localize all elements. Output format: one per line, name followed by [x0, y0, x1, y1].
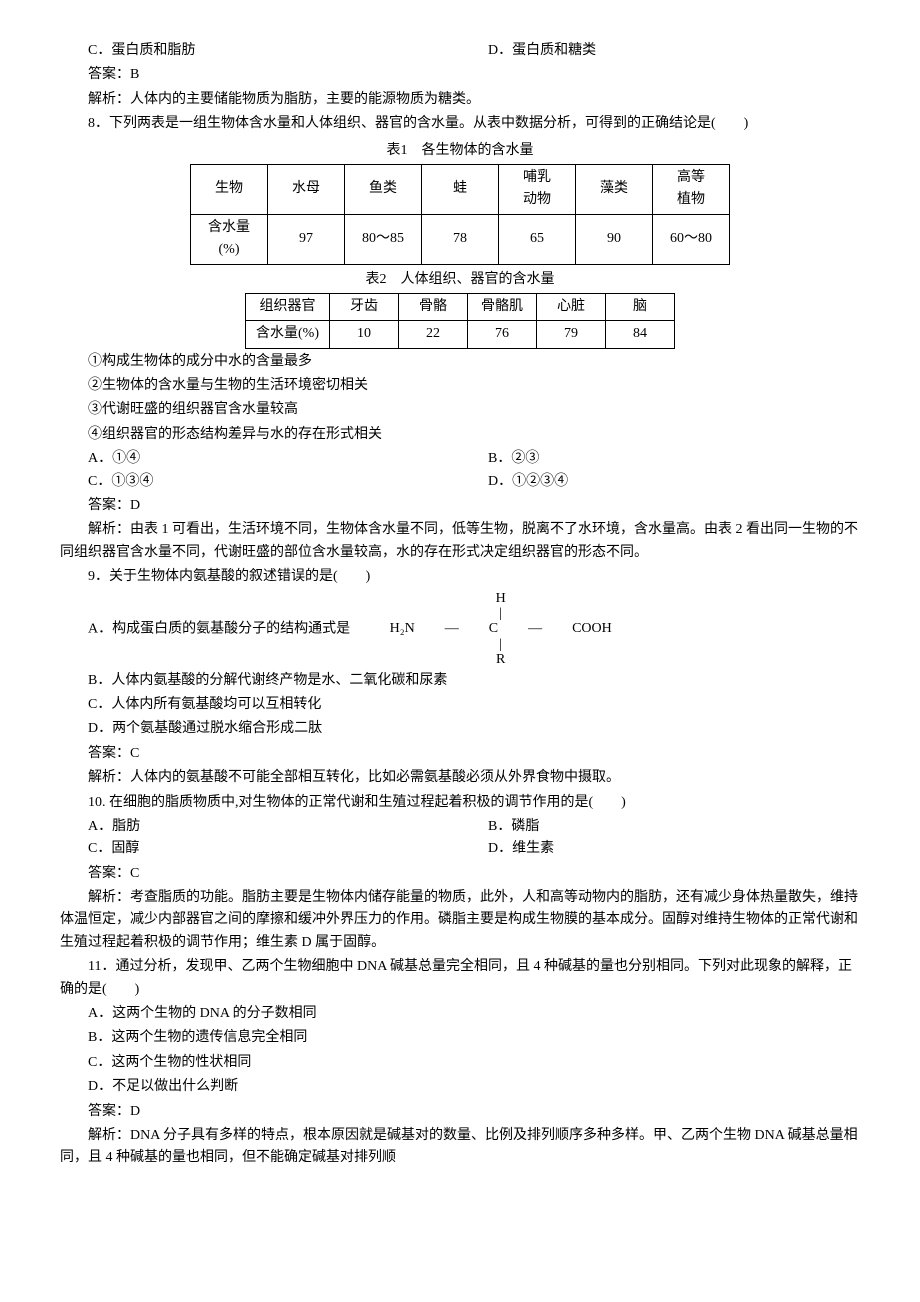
- t2-h0: 组织器官: [246, 293, 330, 320]
- q7-explain: 解析：人体内的主要储能物质为脂肪，主要的能源物质为糖类。: [60, 89, 860, 111]
- q8-answer: 答案：D: [60, 495, 860, 517]
- t1-h0: 生物: [191, 164, 268, 214]
- t1-v0: 97: [268, 214, 345, 264]
- formula-dash: —: [500, 621, 542, 636]
- q7-option-d: D．蛋白质和糖类: [460, 40, 860, 62]
- q8-option-d: D．①②③④: [460, 471, 860, 493]
- q11-option-d: D．不足以做出什么判断: [60, 1076, 860, 1098]
- q8-s4: ④组织器官的形态结构差异与水的存在形式相关: [60, 424, 860, 446]
- q10-option-a: A．脂肪: [60, 816, 460, 838]
- q11-option-c: C．这两个生物的性状相同: [60, 1052, 860, 1074]
- t1-v4: 90: [576, 214, 653, 264]
- q7-option-c: C．蛋白质和脂肪: [60, 40, 460, 62]
- q8-option-a: A．①④: [60, 448, 460, 470]
- q8-table2-caption: 表2 人体组织、器官的含水量: [60, 269, 860, 291]
- q10-option-c: C．固醇: [60, 838, 460, 860]
- q9-option-b: B．人体内氨基酸的分解代谢终产物是水、二氧化碳和尿素: [60, 670, 860, 692]
- t2-rowlabel: 含水量(%): [246, 321, 330, 348]
- q9-optA-text: A．构成蛋白质的氨基酸分子的结构通式是: [88, 621, 350, 636]
- q8-option-c: C．①③④: [60, 471, 460, 493]
- q9-stem: 9．关于生物体内氨基酸的叙述错误的是( ): [60, 566, 860, 588]
- t1-v5: 60～80: [653, 214, 730, 264]
- q8-option-b: B．②③: [460, 448, 860, 470]
- t2-h5: 脑: [606, 293, 675, 320]
- q11-explain: 解析：DNA 分子具有多样的特点，根本原因就是碱基对的数量、比例及排列顺序多种多…: [60, 1125, 860, 1170]
- q8-explain: 解析：由表 1 可看出，生活环境不同，生物体含水量不同，低等生物，脱离不了水环境…: [60, 519, 860, 564]
- q8-table1: 生物 水母 鱼类 蛙 哺乳动物 藻类 高等植物 含水量(%) 97 80～85 …: [190, 164, 730, 265]
- q8-table2: 组织器官 牙齿 骨骼 骨骼肌 心脏 脑 含水量(%) 10 22 76 79 8…: [245, 293, 675, 349]
- formula-top: H: [362, 591, 612, 606]
- formula-dash: —: [417, 621, 459, 636]
- table-row: 含水量(%) 10 22 76 79 84: [246, 321, 675, 348]
- q11-option-a: A．这两个生物的 DNA 的分子数相同: [60, 1003, 860, 1025]
- q7-answer: 答案：B: [60, 64, 860, 86]
- t2-h2: 骨骼: [399, 293, 468, 320]
- t1-h4: 哺乳动物: [499, 164, 576, 214]
- q9-option-a: A．构成蛋白质的氨基酸分子的结构通式是 H | H₂N — C — COOH |…: [60, 591, 860, 668]
- q11-option-b: B．这两个生物的遗传信息完全相同: [60, 1027, 860, 1049]
- formula-bottom: R: [362, 652, 612, 667]
- q11-answer: 答案：D: [60, 1101, 860, 1123]
- table-row: 生物 水母 鱼类 蛙 哺乳动物 藻类 高等植物: [191, 164, 730, 214]
- q8-options-cd: C．①③④ D．①②③④: [60, 471, 860, 493]
- q8-s2: ②生物体的含水量与生物的生活环境密切相关: [60, 375, 860, 397]
- t1-rowlabel: 含水量(%): [191, 214, 268, 264]
- formula-center: C: [461, 621, 498, 636]
- q10-explain: 解析：考查脂质的功能。脂肪主要是生物体内储存能量的物质，此外，人和高等动物内的脂…: [60, 887, 860, 954]
- t1-h6: 高等植物: [653, 164, 730, 214]
- table-row: 组织器官 牙齿 骨骼 骨骼肌 心脏 脑: [246, 293, 675, 320]
- t1-h1: 水母: [268, 164, 345, 214]
- q8-table1-caption: 表1 各生物体的含水量: [60, 140, 860, 162]
- q9-option-c: C．人体内所有氨基酸均可以互相转化: [60, 694, 860, 716]
- t1-h3: 蛙: [422, 164, 499, 214]
- t1-v2: 78: [422, 214, 499, 264]
- q10-options-ab: A．脂肪 B．磷脂: [60, 816, 860, 838]
- t2-h3: 骨骼肌: [468, 293, 537, 320]
- t2-v0: 10: [330, 321, 399, 348]
- table-row: 含水量(%) 97 80～85 78 65 90 60～80: [191, 214, 730, 264]
- t2-v2: 76: [468, 321, 537, 348]
- t2-v3: 79: [537, 321, 606, 348]
- t2-v4: 84: [606, 321, 675, 348]
- q8-s1: ①构成生物体的成分中水的含量最多: [60, 351, 860, 373]
- t2-h1: 牙齿: [330, 293, 399, 320]
- q10-option-b: B．磷脂: [460, 816, 860, 838]
- q9-explain: 解析：人体内的氨基酸不可能全部相互转化，比如必需氨基酸必须从外界食物中摄取。: [60, 767, 860, 789]
- formula-right: COOH: [544, 621, 612, 636]
- amino-acid-formula: H | H₂N — C — COOH | R: [362, 591, 612, 668]
- q7-options-cd: C．蛋白质和脂肪 D．蛋白质和糖类: [60, 40, 860, 62]
- t1-h2: 鱼类: [345, 164, 422, 214]
- q8-options-ab: A．①④ B．②③: [60, 448, 860, 470]
- t2-v1: 22: [399, 321, 468, 348]
- q10-option-d: D．维生素: [460, 838, 860, 860]
- q9-answer: 答案：C: [60, 743, 860, 765]
- t2-h4: 心脏: [537, 293, 606, 320]
- q10-options-cd: C．固醇 D．维生素: [60, 838, 860, 860]
- formula-bond: |: [362, 637, 612, 652]
- t1-v3: 65: [499, 214, 576, 264]
- formula-mid-row: H₂N — C — COOH: [362, 621, 612, 636]
- q8-stem: 8．下列两表是一组生物体含水量和人体组织、器官的含水量。从表中数据分析，可得到的…: [60, 113, 860, 135]
- formula-left: H₂N: [362, 621, 415, 636]
- q8-s3: ③代谢旺盛的组织器官含水量较高: [60, 399, 860, 421]
- q9-option-d: D．两个氨基酸通过脱水缩合形成二肽: [60, 718, 860, 740]
- t1-v1: 80～85: [345, 214, 422, 264]
- q11-stem: 11．通过分析，发现甲、乙两个生物细胞中 DNA 碱基总量完全相同，且 4 种碱…: [60, 956, 860, 1001]
- formula-bond: |: [362, 606, 612, 621]
- q10-answer: 答案：C: [60, 863, 860, 885]
- t1-h5: 藻类: [576, 164, 653, 214]
- q10-stem: 10. 在细胞的脂质物质中,对生物体的正常代谢和生殖过程起着积极的调节作用的是(…: [60, 792, 860, 814]
